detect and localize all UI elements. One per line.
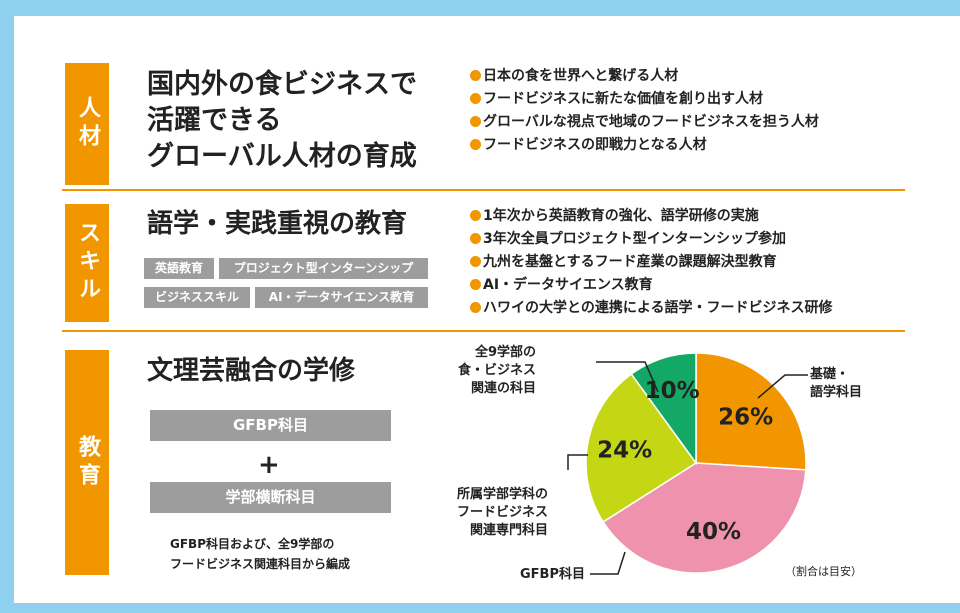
list-item: 九州を基盤とするフード産業の課題解決型教育 bbox=[470, 251, 832, 274]
pie-slice bbox=[630, 352, 697, 466]
gfbp-subjects-bar: GFBP科目 bbox=[150, 410, 391, 441]
list-item: グローバルな視点で地域のフードビジネスを担う人材 bbox=[470, 111, 819, 134]
bullet-dot-icon bbox=[470, 93, 481, 104]
pie-slice bbox=[585, 372, 698, 523]
callout-leader-line bbox=[757, 374, 808, 399]
bullet-dot-icon bbox=[470, 210, 481, 221]
pie-value-label: 24% bbox=[597, 437, 652, 463]
pie-slice bbox=[695, 352, 807, 471]
bullet-dot-icon bbox=[470, 70, 481, 81]
callout-leader-line bbox=[590, 551, 626, 575]
cross-faculty-subjects-bar: 学部横断科目 bbox=[150, 482, 391, 513]
pie-category-label: 食・ビジネス bbox=[458, 362, 536, 378]
tab-kyoiku: 教育 bbox=[65, 350, 109, 575]
skill-heading: 語学・実践重視の教育 bbox=[147, 209, 408, 239]
jinzai-heading-line: 活躍できる bbox=[147, 105, 282, 136]
list-item: フードビジネスに新たな価値を創り出す人材 bbox=[470, 88, 819, 111]
skill-tag: 英語教育 bbox=[144, 258, 214, 279]
pie-category-label: フードビジネス bbox=[457, 504, 548, 520]
pie-value-label: 40% bbox=[686, 519, 741, 545]
skill-tag: プロジェクト型インターンシップ bbox=[219, 258, 428, 279]
plus-sign: + bbox=[258, 450, 280, 480]
frame-left-border bbox=[0, 0, 14, 613]
frame-bottom-border bbox=[0, 603, 960, 613]
bullet-dot-icon bbox=[470, 116, 481, 127]
skill-tag: ビジネススキル bbox=[144, 287, 250, 308]
jinzai-bullet-list: 日本の食を世界へと繋げる人材 フードビジネスに新たな価値を創り出す人材 グローバ… bbox=[470, 65, 819, 157]
bullet-dot-icon bbox=[470, 279, 481, 290]
list-item: AI・データサイエンス教育 bbox=[470, 274, 832, 297]
bullet-dot-icon bbox=[470, 256, 481, 267]
jinzai-heading: 国内外の食ビジネスで 活躍できる グローバル人材の育成 bbox=[147, 67, 457, 175]
pie-category-label: 関連の科目 bbox=[471, 380, 536, 396]
curriculum-note: GFBP科目および、全9学部の フードビジネス関連科目から編成 bbox=[170, 534, 350, 574]
frame-top-border bbox=[0, 0, 960, 16]
pie-category-label: 所属学部学科の bbox=[457, 486, 548, 502]
kyoiku-heading: 文理芸融合の学修 bbox=[147, 356, 356, 386]
note-line: GFBP科目および、全9学部の bbox=[170, 537, 335, 551]
list-item: フードビジネスの即戦力となる人材 bbox=[470, 134, 819, 157]
bullet-dot-icon bbox=[470, 233, 481, 244]
callout-leader-line bbox=[596, 361, 659, 393]
jinzai-heading-line: グローバル人材の育成 bbox=[147, 141, 417, 172]
skill-bullet-list: 1年次から英語教育の強化、語学研修の実施 3年次全員プロジェクト型インターンシッ… bbox=[470, 205, 832, 320]
section-divider bbox=[62, 330, 905, 332]
jinzai-heading-line: 国内外の食ビジネスで bbox=[147, 69, 417, 100]
list-item: 1年次から英語教育の強化、語学研修の実施 bbox=[470, 205, 832, 228]
tab-jinzai: 人材 bbox=[65, 63, 109, 185]
subject-ratio-pie-chart: 26%40%24%10%基礎・語学科目GFBP科目所属学部学科のフードビジネス関… bbox=[457, 344, 862, 582]
pie-category-label: 全9学部の bbox=[474, 344, 536, 360]
note-line: フードビジネス関連科目から編成 bbox=[170, 557, 351, 571]
pie-category-label: 基礎・ bbox=[809, 366, 849, 382]
callout-leader-line bbox=[567, 454, 588, 470]
pie-category-label: 関連専門科目 bbox=[470, 522, 548, 538]
list-item: 3年次全員プロジェクト型インターンシップ参加 bbox=[470, 228, 832, 251]
bullet-dot-icon bbox=[470, 302, 481, 313]
list-item: 日本の食を世界へと繋げる人材 bbox=[470, 65, 819, 88]
tab-skill: スキル bbox=[65, 204, 109, 322]
list-item: ハワイの大学との連携による語学・フードビジネス研修 bbox=[470, 297, 832, 320]
pie-value-label: 26% bbox=[718, 404, 773, 430]
pie-category-label: GFBP科目 bbox=[520, 566, 585, 582]
chart-note: （割合は目安） bbox=[785, 564, 862, 578]
pie-category-label: 語学科目 bbox=[810, 384, 862, 400]
bullet-dot-icon bbox=[470, 139, 481, 150]
skill-tag: AI・データサイエンス教育 bbox=[255, 287, 428, 308]
section-divider bbox=[62, 189, 905, 191]
